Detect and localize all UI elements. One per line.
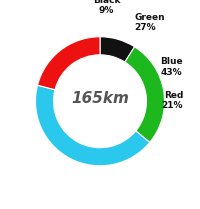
Wedge shape (38, 37, 100, 90)
Text: 165km: 165km (71, 91, 129, 106)
Text: Black
9%: Black 9% (93, 0, 120, 15)
Text: Blue
43%: Blue 43% (161, 57, 183, 77)
Text: Red
21%: Red 21% (162, 91, 183, 110)
Text: Green
27%: Green 27% (135, 13, 165, 32)
Wedge shape (125, 47, 165, 142)
Wedge shape (100, 37, 135, 62)
Wedge shape (35, 85, 150, 166)
